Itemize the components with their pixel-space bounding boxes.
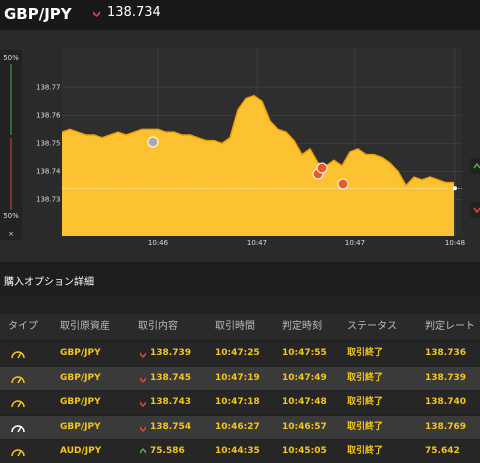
direction-icon (140, 401, 146, 407)
cell: GBP/JPY (60, 397, 101, 407)
y-tick-label: 138.76 (36, 111, 61, 119)
y-tick-label: 138.77 (36, 83, 61, 91)
cell: 10:47:49 (282, 372, 327, 383)
cell: 取引終了 (347, 421, 384, 432)
cell: GBP/JPY (60, 421, 101, 432)
type-icon-arc (11, 351, 25, 359)
table-row (0, 342, 480, 365)
type-icon (11, 351, 25, 359)
table-row (0, 391, 480, 414)
cell: 取引終了 (347, 397, 384, 407)
direction-icon (140, 352, 146, 358)
type-icon-needle (17, 352, 22, 359)
x-tick-label: 10:47 (345, 239, 365, 247)
chart: 50% 50% × 138.73 138.74 138.75 138.76 138.77… (0, 30, 480, 262)
direction-shape (140, 401, 146, 407)
type-icon (11, 424, 25, 432)
cell: 138.769 (425, 421, 466, 432)
put-icon (473, 207, 480, 214)
type-icon (11, 375, 25, 383)
cell: 取引終了 (347, 446, 384, 456)
trade-marker (316, 162, 328, 174)
type-icon (11, 449, 25, 457)
cell: 138.743 (150, 397, 191, 407)
type-icon-arc (11, 375, 25, 383)
direction-shape (140, 352, 146, 358)
gauge-close[interactable]: × (8, 230, 14, 238)
cell: 75.642 (425, 446, 460, 456)
direction-icon (140, 376, 146, 383)
table-header-bg (0, 314, 480, 340)
cell: 10:47:48 (282, 397, 327, 407)
cell: 10:47:25 (215, 348, 260, 358)
x-tick-label: 10:48 (445, 239, 465, 247)
x-tick-label: 10:47 (247, 239, 267, 247)
cell: 138.739 (150, 348, 191, 358)
cell: 10:47:55 (282, 348, 327, 358)
x-tick-label: 10:46 (148, 239, 169, 247)
y-tick-label: 138.73 (36, 196, 61, 204)
cell: GBP/JPY (60, 348, 101, 358)
section-title: 購入オプション詳細 (4, 277, 94, 288)
symbol: GBP/JPY (4, 5, 72, 23)
direction-shape (140, 425, 146, 432)
gauge-bottom: 50% (3, 212, 19, 220)
column-header: 取引原資産 (60, 321, 110, 332)
cell: 10:44:35 (215, 446, 260, 456)
cell: 138.754 (150, 421, 191, 432)
cell: 10:46:57 (282, 421, 327, 432)
call-icon (473, 162, 480, 169)
y-tick-label: 138.74 (36, 167, 61, 175)
cell: 138.745 (150, 372, 191, 383)
type-icon-needle (17, 450, 22, 457)
type-icon-arc (11, 424, 25, 432)
current-dot (453, 186, 457, 191)
cell: 10:47:18 (215, 397, 260, 407)
section-bar (0, 262, 480, 296)
cell: 75.586 (150, 446, 185, 456)
gauge-top: 50% (3, 54, 19, 62)
cell: 138.740 (425, 397, 466, 407)
cell: 取引終了 (347, 348, 384, 358)
down-icon (93, 11, 100, 17)
cell: 取引終了 (347, 372, 384, 383)
table-row (0, 366, 480, 390)
cell: 10:47:19 (215, 372, 260, 383)
type-icon-needle (17, 377, 22, 383)
direction-icon (140, 448, 146, 454)
type-icon-arc (11, 400, 25, 408)
column-header: 取引内容 (138, 321, 178, 332)
type-icon-needle (17, 426, 22, 432)
direction-icon (140, 425, 146, 432)
area-line (61, 94, 454, 187)
cell: 10:45:05 (282, 446, 327, 456)
trade-marker (147, 136, 159, 148)
direction-shape (140, 448, 146, 454)
cell: 138.739 (425, 372, 466, 383)
cell: 10:46:27 (215, 421, 260, 432)
type-icon (11, 400, 25, 408)
direction-shape (140, 376, 146, 383)
cell: AUD/JPY (60, 446, 102, 456)
column-header: 取引時間 (215, 321, 255, 332)
cell: GBP/JPY (60, 372, 101, 383)
header-bar (0, 0, 480, 30)
price: 138.734 (107, 5, 161, 20)
column-header: 判定レート (425, 321, 475, 332)
cell: 138.736 (425, 348, 466, 358)
column-header: 判定時刻 (282, 321, 322, 332)
y-tick-label: 138.75 (36, 139, 61, 147)
type-icon-needle (17, 401, 22, 408)
column-header: ステータス (347, 321, 397, 332)
column-header: タイプ (8, 321, 38, 332)
table: タイプ 取引原資産 取引内容 取引時間 判定時刻 ステータス 判定レート GBP/JPY 138… (0, 314, 480, 463)
trade-marker (337, 178, 349, 190)
table-row (0, 415, 480, 439)
